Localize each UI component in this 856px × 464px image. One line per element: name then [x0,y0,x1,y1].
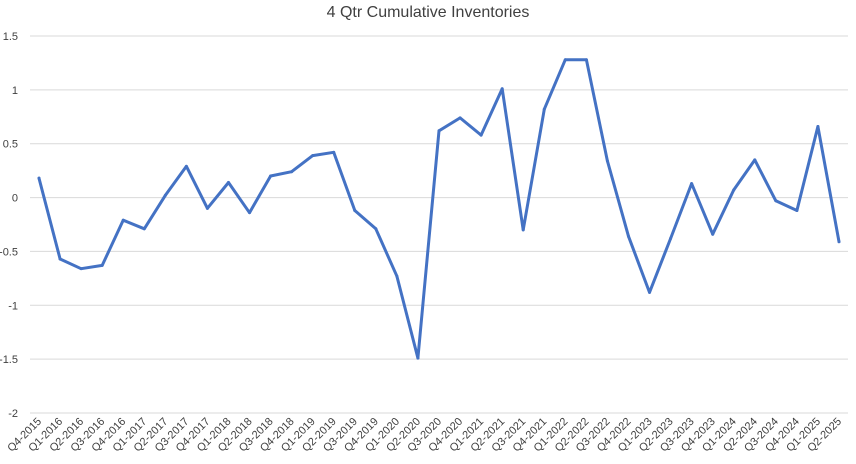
data-point [753,158,757,162]
y-axis-ticks: 1.5 1 0.5 0 -0.5 -1 -1.5 -2 [0,31,18,420]
data-point [248,211,252,215]
y-tick-label: -1 [8,300,18,312]
y-tick-label: -1.5 [0,354,18,366]
data-point [290,170,294,174]
data-point [374,227,378,231]
data-point [837,240,841,244]
data-point [121,218,125,222]
data-point [542,107,546,111]
y-tick-label: 0 [12,193,18,205]
data-point [521,228,525,232]
data-point [626,234,630,238]
data-point [816,124,820,128]
data-point [669,237,673,241]
chart-title: 4 Qtr Cumulative Inventories [327,4,530,21]
data-point [437,129,441,133]
data-point [142,227,146,231]
y-tick-label: 1 [12,85,18,97]
data-point [479,133,483,137]
data-point [205,206,209,210]
y-tick-label: -2 [8,408,18,420]
data-point [226,180,230,184]
data-point [353,208,357,212]
data-point [395,274,399,278]
series-line [37,58,841,360]
data-point [269,174,273,178]
y-tick-label: 0.5 [3,139,18,151]
data-point [163,193,167,197]
data-point [416,356,420,360]
x-axis-ticks: Q4-2015Q1-2016Q2-2016Q3-2016Q4-2016Q1-20… [5,416,844,455]
y-tick-label: 1.5 [3,31,18,43]
data-point [100,263,104,267]
data-point [311,154,315,158]
series-group [37,58,841,360]
data-point [732,188,736,192]
data-point [774,199,778,203]
data-point [605,159,609,163]
gridlines [30,35,848,414]
data-point [795,208,799,212]
data-point [648,290,652,294]
data-point [563,58,567,62]
data-point [37,176,41,180]
data-point [584,58,588,62]
data-point [79,267,83,271]
data-point [58,257,62,261]
data-point [184,164,188,168]
y-tick-label: -0.5 [0,246,18,258]
data-point [711,232,715,236]
data-point [500,87,504,91]
data-point [332,150,336,154]
data-point [690,182,694,186]
data-point [458,116,462,120]
